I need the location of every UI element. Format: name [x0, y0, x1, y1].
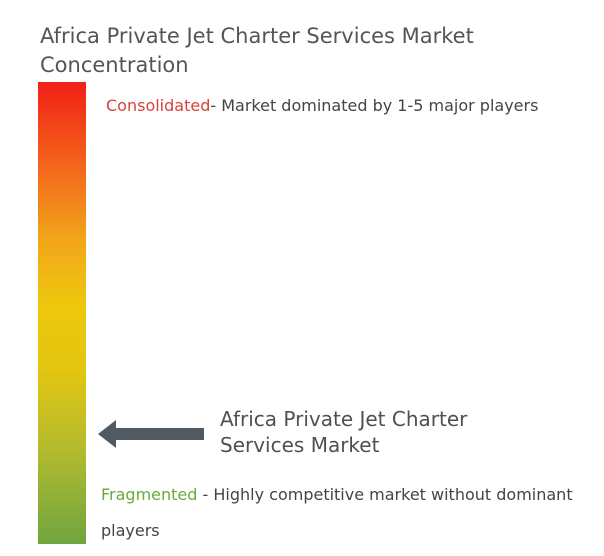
consolidated-text: - Market dominated by 1-5 major players	[210, 96, 539, 115]
fragmented-label: Fragmented	[101, 485, 198, 504]
market-position-label: Africa Private Jet Charter Services Mark…	[220, 407, 468, 457]
arrow-left-icon	[98, 420, 204, 448]
page-title: Africa Private Jet Charter Services Mark…	[40, 24, 474, 77]
concentration-gradient-bar	[38, 82, 86, 544]
consolidated-description: Consolidated- Market dominated by 1-5 ma…	[106, 88, 546, 124]
consolidated-label: Consolidated	[106, 96, 211, 115]
fragmented-text: - Highly competitive market without domi…	[101, 485, 573, 540]
fragmented-description: Fragmented - Highly competitive market w…	[101, 477, 581, 549]
